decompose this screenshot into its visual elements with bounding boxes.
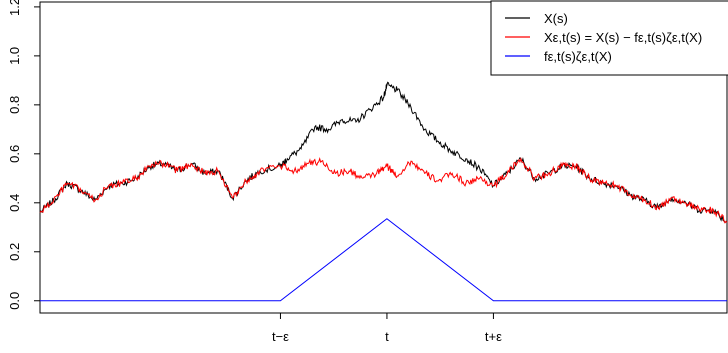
plot-border	[39, 1, 728, 314]
y-tick-label: 0.0	[7, 292, 22, 310]
legend-label-f: fε,t(s)ζε,t(X)	[544, 49, 612, 64]
x-tick-label: t−ε	[272, 329, 289, 344]
series-line-0	[39, 81, 728, 224]
y-tick-label: 0.6	[7, 145, 22, 163]
legend-label-x: X(s)	[544, 11, 568, 26]
y-axis: 0.0 0.2 0.4 0.6 0.8 1.0 1.2	[7, 0, 40, 310]
series-line-2	[40, 218, 727, 302]
y-tick-label: 1.0	[7, 47, 22, 65]
y-tick-label: 1.2	[7, 0, 22, 16]
x-axis: t−ε t t+ε	[272, 313, 502, 344]
x-tick-label: t+ε	[485, 329, 502, 344]
y-tick-label: 0.2	[7, 243, 22, 261]
legend-label-xeps: Xε,t(s) = X(s) − fε,t(s)ζε,t(X)	[544, 30, 702, 45]
plot-frame	[39, 1, 728, 314]
y-tick-label: 0.8	[7, 96, 22, 114]
x-tick-label: t	[385, 329, 389, 344]
y-tick-label: 0.4	[7, 194, 22, 212]
legend-box	[490, 0, 728, 76]
legend: X(s) Xε,t(s) = X(s) − fε,t(s)ζε,t(X) fε,…	[490, 0, 728, 76]
series-line-1	[39, 157, 728, 224]
series-layer	[39, 81, 728, 302]
